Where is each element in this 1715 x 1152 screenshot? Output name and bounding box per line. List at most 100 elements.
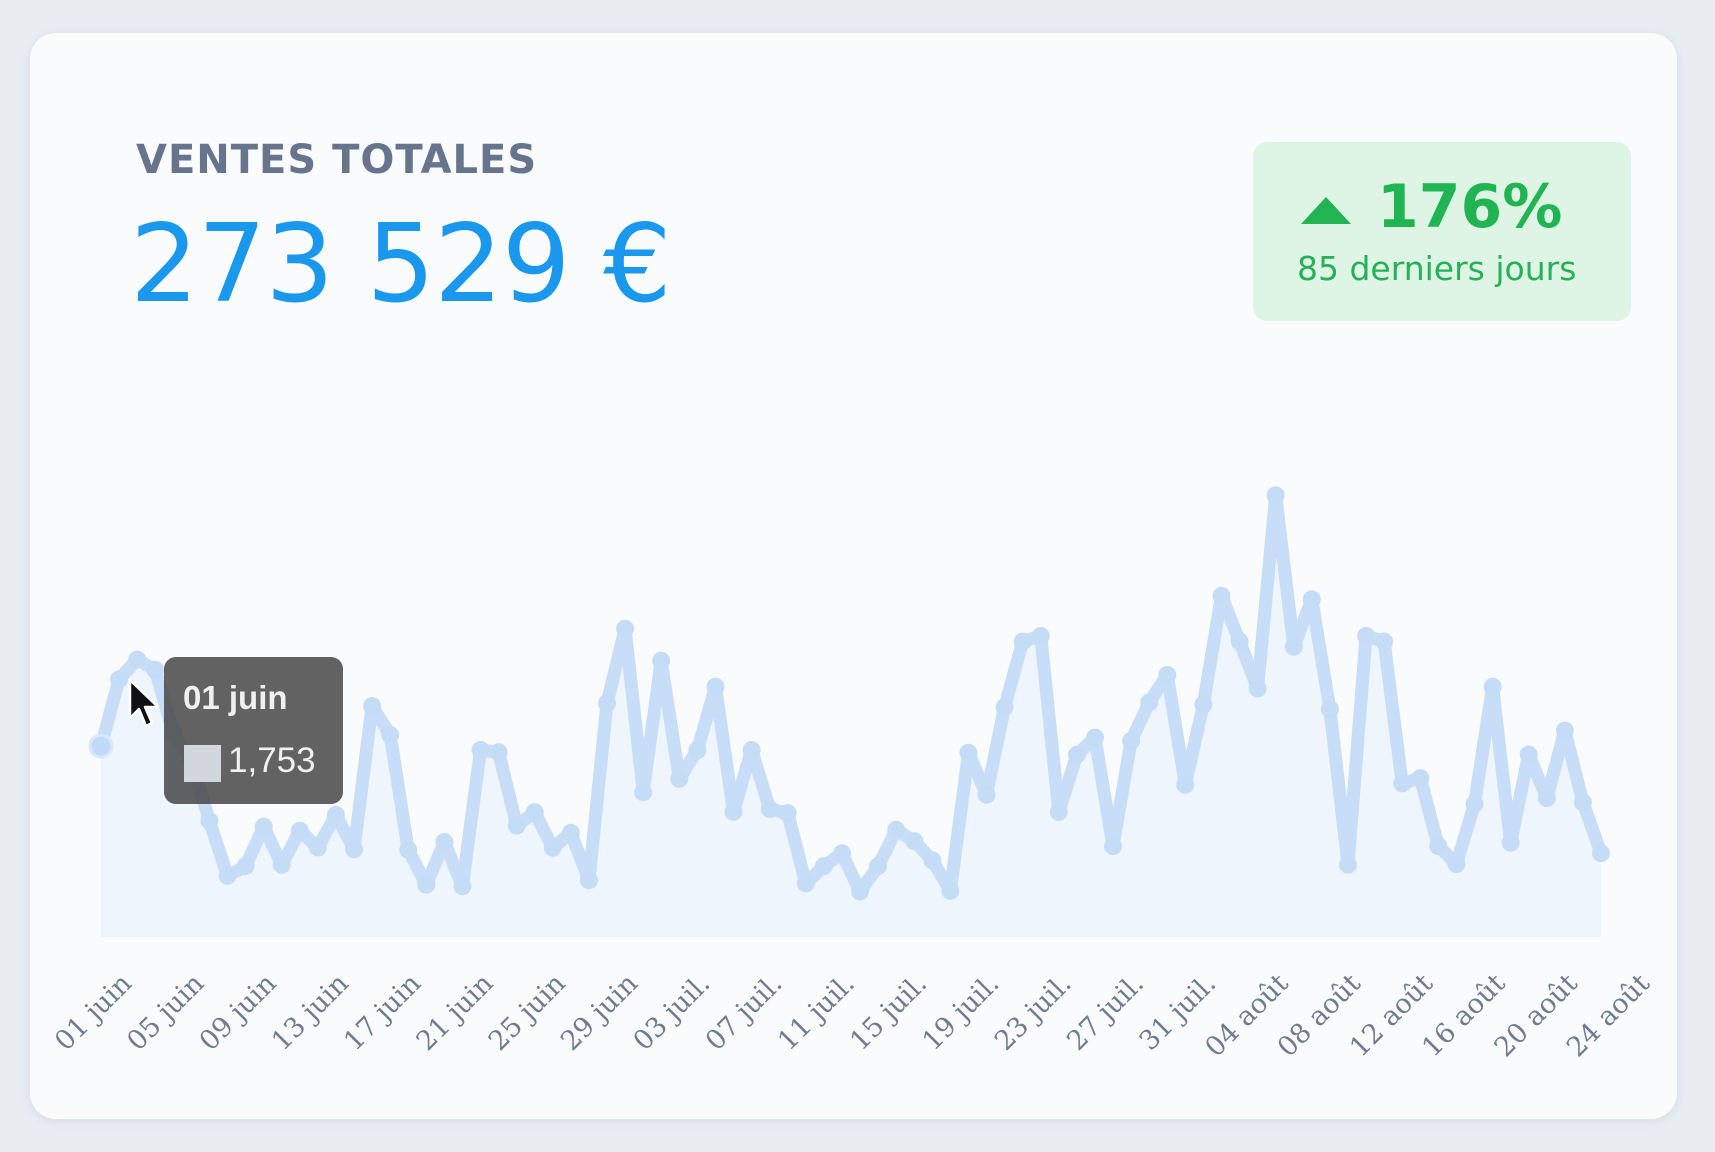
data-point[interactable]	[110, 670, 129, 689]
data-point[interactable]	[1104, 837, 1122, 856]
x-tick-label: 11 juil.	[772, 968, 861, 1057]
data-point[interactable]	[507, 816, 526, 835]
x-tick-label: 13 juin	[266, 968, 355, 1057]
data-point[interactable]	[1519, 745, 1538, 764]
data-point[interactable]	[634, 783, 653, 802]
data-point[interactable]	[1158, 666, 1177, 684]
data-point[interactable]	[363, 697, 382, 715]
x-tick-label: 07 juil.	[700, 968, 789, 1057]
data-point[interactable]	[977, 785, 996, 804]
data-point[interactable]	[905, 832, 924, 851]
data-point[interactable]	[525, 803, 544, 822]
data-point[interactable]	[1320, 700, 1339, 718]
data-point[interactable]	[381, 725, 400, 744]
data-point[interactable]	[598, 694, 616, 713]
data-point[interactable]	[760, 800, 779, 818]
data-point[interactable]	[1375, 632, 1394, 651]
data-point[interactable]	[1393, 774, 1412, 793]
data-point[interactable]	[128, 650, 147, 669]
data-point[interactable]	[742, 741, 761, 759]
data-point[interactable]	[796, 874, 815, 893]
data-point[interactable]	[308, 838, 327, 857]
data-point[interactable]	[1465, 794, 1484, 813]
data-point[interactable]	[471, 741, 490, 759]
data-point[interactable]	[1573, 793, 1592, 812]
data-point[interactable]	[417, 875, 436, 894]
data-point[interactable]	[1411, 769, 1430, 788]
x-tick-label: 03 juil.	[627, 968, 716, 1057]
data-point[interactable]	[236, 857, 255, 876]
data-point[interactable]	[652, 651, 671, 670]
data-point[interactable]	[941, 881, 960, 900]
data-point[interactable]	[1429, 837, 1448, 855]
data-point[interactable]	[1212, 586, 1231, 605]
mouse-cursor-icon	[128, 678, 160, 728]
data-point[interactable]	[688, 741, 707, 759]
data-point[interactable]	[88, 733, 114, 759]
data-point[interactable]	[1302, 590, 1321, 609]
tooltip-date: 01 juin	[183, 679, 288, 716]
data-point[interactable]	[1176, 775, 1195, 794]
data-point[interactable]	[453, 877, 472, 896]
data-point[interactable]	[1266, 486, 1285, 505]
data-point[interactable]	[1284, 637, 1303, 656]
data-point[interactable]	[435, 833, 454, 851]
data-point[interactable]	[290, 821, 309, 840]
data-point[interactable]	[1140, 693, 1159, 712]
chart-tooltip: 01 juin 1,753	[164, 657, 343, 804]
data-point[interactable]	[1013, 632, 1032, 651]
data-point[interactable]	[887, 820, 906, 839]
x-tick-label: 01 juin	[49, 968, 138, 1057]
data-point[interactable]	[814, 857, 833, 876]
data-point[interactable]	[706, 677, 725, 696]
data-point[interactable]	[1339, 855, 1357, 874]
data-point[interactable]	[489, 743, 508, 762]
data-point[interactable]	[1086, 728, 1104, 747]
data-point[interactable]	[670, 769, 689, 788]
sales-card: VENTES TOTALES 273 529 € 176% 85 dernier…	[30, 33, 1677, 1119]
data-point[interactable]	[1447, 855, 1466, 874]
data-point[interactable]	[345, 840, 363, 859]
data-point[interactable]	[724, 802, 743, 821]
data-point[interactable]	[1031, 626, 1050, 645]
data-point[interactable]	[1357, 626, 1376, 645]
data-point[interactable]	[1501, 833, 1520, 852]
data-point[interactable]	[1230, 632, 1249, 651]
data-point[interactable]	[543, 838, 562, 857]
data-point[interactable]	[1049, 802, 1068, 821]
data-point[interactable]	[923, 851, 942, 870]
data-point[interactable]	[272, 855, 291, 874]
tooltip-series-swatch	[184, 745, 221, 782]
data-point[interactable]	[1483, 677, 1502, 696]
data-point[interactable]	[399, 840, 418, 859]
data-point[interactable]	[1248, 679, 1267, 698]
data-point[interactable]	[218, 866, 237, 885]
data-point[interactable]	[995, 698, 1014, 717]
data-point[interactable]	[146, 660, 165, 679]
x-tick-label: 09 juin	[194, 968, 283, 1057]
data-point[interactable]	[1592, 844, 1610, 863]
data-point[interactable]	[1122, 731, 1141, 750]
data-point[interactable]	[580, 871, 598, 890]
x-tick-label: 25 juin	[483, 968, 572, 1057]
data-point[interactable]	[869, 857, 888, 876]
data-point[interactable]	[778, 804, 797, 823]
data-point[interactable]	[1067, 745, 1086, 764]
data-point[interactable]	[959, 743, 978, 762]
total-sales-value: 273 529 €	[130, 202, 672, 327]
data-point[interactable]	[1194, 695, 1213, 714]
data-point[interactable]	[833, 844, 851, 863]
data-point[interactable]	[561, 823, 580, 842]
x-tick-label: 05 juin	[121, 968, 210, 1057]
x-tick-label: 23 juil.	[989, 968, 1078, 1057]
data-point[interactable]	[1537, 789, 1556, 808]
data-point[interactable]	[254, 817, 273, 836]
data-point[interactable]	[851, 882, 869, 901]
x-tick-label: 17 juin	[338, 968, 427, 1057]
x-tick-label: 21 juin	[410, 968, 499, 1057]
data-point[interactable]	[200, 811, 219, 830]
data-point[interactable]	[326, 805, 345, 824]
data-point[interactable]	[1555, 721, 1574, 740]
data-point[interactable]	[616, 619, 635, 638]
